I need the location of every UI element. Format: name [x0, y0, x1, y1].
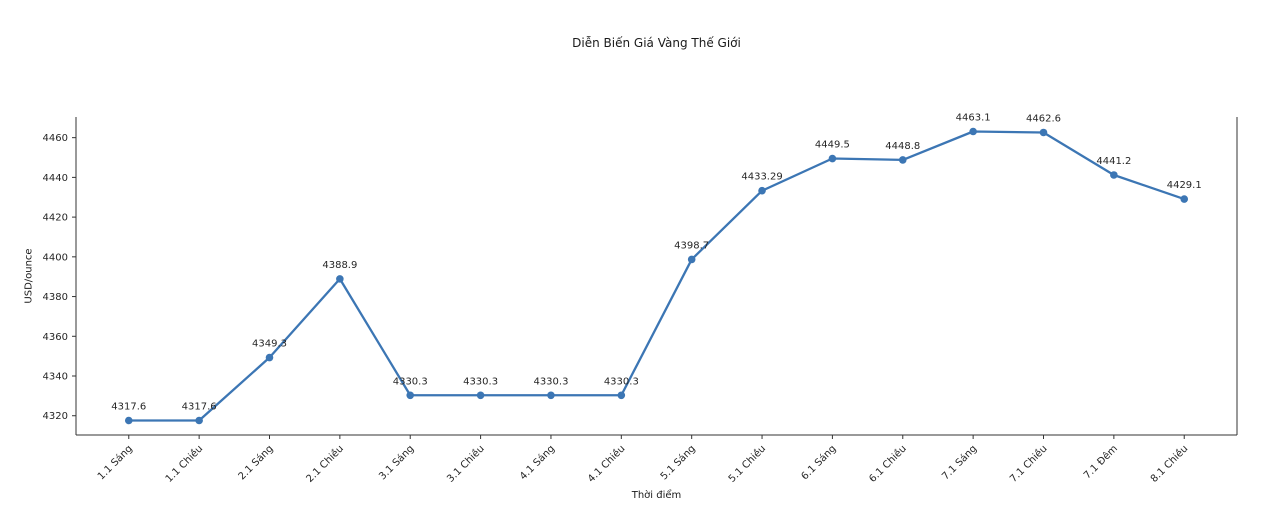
x-tick-label: 7.1 Chiều	[1007, 443, 1049, 485]
data-point-marker	[195, 416, 203, 425]
x-tick-label: 3.1 Chiều	[445, 443, 487, 485]
y-tick-label: 4440	[43, 173, 68, 184]
data-point-label: 4330.3	[463, 376, 498, 387]
data-point-label: 4398.7	[674, 240, 709, 251]
data-point-marker	[406, 391, 415, 400]
data-point-marker	[617, 391, 626, 400]
x-tick-label: 8.1 Chiều	[1148, 443, 1190, 485]
data-point-marker	[476, 391, 485, 400]
chart-title: Diễn Biến Giá Vàng Thế Giới	[572, 36, 741, 50]
x-tick-label: 3.1 Sáng	[377, 443, 417, 483]
data-point-marker	[1180, 195, 1189, 203]
x-axis-label: Thời điểm	[631, 490, 682, 501]
data-point-label: 4317.6	[111, 402, 146, 413]
data-point-label: 4330.3	[393, 376, 428, 387]
y-axis-label: USD/ounce	[23, 248, 35, 304]
data-point-marker	[1110, 171, 1118, 179]
data-point-marker	[336, 275, 344, 283]
x-tick-label: 7.1 Đêm	[1081, 443, 1120, 482]
data-point-label: 4388.9	[322, 260, 357, 271]
x-tick-label: 2.1 Chiều	[304, 443, 346, 485]
y-tick-label: 4380	[43, 292, 68, 303]
data-point-label: 4449.5	[815, 140, 850, 151]
y-tick-label: 4460	[43, 133, 68, 144]
data-point-label: 4441.2	[1096, 156, 1131, 167]
data-point-marker	[758, 186, 766, 195]
y-tick-label: 4420	[43, 213, 68, 224]
x-tick-label: 1.1 Sáng	[95, 443, 135, 483]
price-line	[127, 130, 1186, 422]
data-point-label: 4330.3	[533, 376, 568, 387]
data-point-label: 4429.1	[1167, 180, 1202, 191]
data-point-label: 4462.6	[1026, 113, 1061, 124]
data-point-marker	[124, 416, 133, 425]
data-point-marker	[687, 255, 696, 264]
y-tick-label: 4400	[43, 252, 68, 263]
data-point-label: 4448.8	[885, 141, 920, 152]
y-tick-label: 4320	[43, 411, 68, 422]
x-tick-label: 6.1 Chiều	[867, 443, 909, 485]
data-point-label: 4317.6	[182, 402, 217, 413]
data-point-marker	[1039, 128, 1048, 137]
x-tick-label: 5.1 Chiều	[726, 443, 768, 485]
x-tick-label: 1.1 Chiều	[163, 443, 205, 485]
x-tick-label: 5.1 Sáng	[658, 443, 698, 483]
data-point-marker	[898, 156, 907, 164]
data-point-marker	[828, 154, 837, 163]
x-tick-label: 4.1 Chiều	[585, 443, 627, 485]
y-tick-label: 4360	[43, 332, 68, 343]
data-point-marker	[969, 127, 977, 136]
data-point-marker	[547, 391, 555, 400]
data-point-label: 4349.3	[252, 339, 287, 350]
x-tick-label: 7.1 Sáng	[939, 443, 979, 483]
data-point-label: 4433.29	[741, 172, 782, 183]
y-tick-label: 4340	[43, 372, 68, 383]
x-tick-label: 2.1 Sáng	[236, 443, 276, 483]
data-point-label: 4463.1	[956, 112, 991, 123]
x-tick-label: 4.1 Sáng	[517, 443, 557, 483]
x-tick-label: 6.1 Sáng	[799, 443, 839, 483]
data-point-marker	[265, 353, 274, 362]
data-point-label: 4330.3	[604, 376, 639, 387]
